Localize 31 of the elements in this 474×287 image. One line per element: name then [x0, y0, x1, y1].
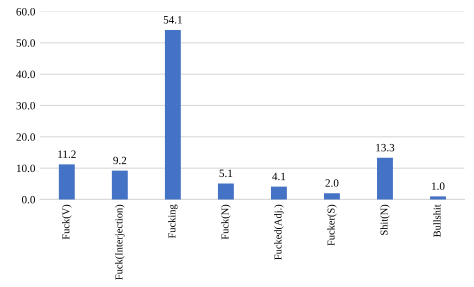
data-label: 54.1	[164, 16, 182, 24]
x-tick-label: Fuck(N)	[221, 204, 231, 240]
x-tick-label: Fucking	[168, 204, 178, 238]
x-tick-label: Fuck(Interjection)	[115, 204, 125, 280]
y-tick-label: 20.0	[16, 133, 36, 141]
data-label: 9.2	[113, 156, 126, 164]
data-label: 13.3	[376, 144, 394, 152]
data-label: 2.0	[325, 179, 338, 187]
bar	[164, 30, 181, 200]
bar	[377, 158, 393, 200]
bar	[430, 196, 446, 200]
y-tick-label: 30.0	[16, 102, 36, 110]
bar	[270, 186, 287, 200]
x-tick-label: Fucker(S)	[327, 204, 337, 246]
bar	[324, 193, 340, 200]
data-label: 1.0	[432, 182, 445, 190]
x-tick-label: Shit(N)	[380, 204, 390, 235]
bar	[218, 183, 234, 200]
y-tick-label: 10.0	[16, 164, 36, 172]
x-tick-label: Bullshit	[433, 204, 441, 238]
data-label: 5.1	[220, 170, 232, 178]
y-tick-label: 0.0	[22, 196, 36, 204]
x-tick-label: Fuck(V)	[62, 204, 72, 240]
y-tick-label: 40.0	[16, 70, 36, 78]
bar	[112, 170, 128, 200]
data-label: 4.1	[272, 172, 286, 180]
y-tick-label: 60.0	[16, 8, 36, 16]
x-tick-label: Fucked(Adj.)	[274, 204, 284, 260]
data-label: 11.2	[58, 150, 76, 158]
y-tick-label: 50.0	[16, 39, 36, 47]
bar	[58, 164, 75, 200]
